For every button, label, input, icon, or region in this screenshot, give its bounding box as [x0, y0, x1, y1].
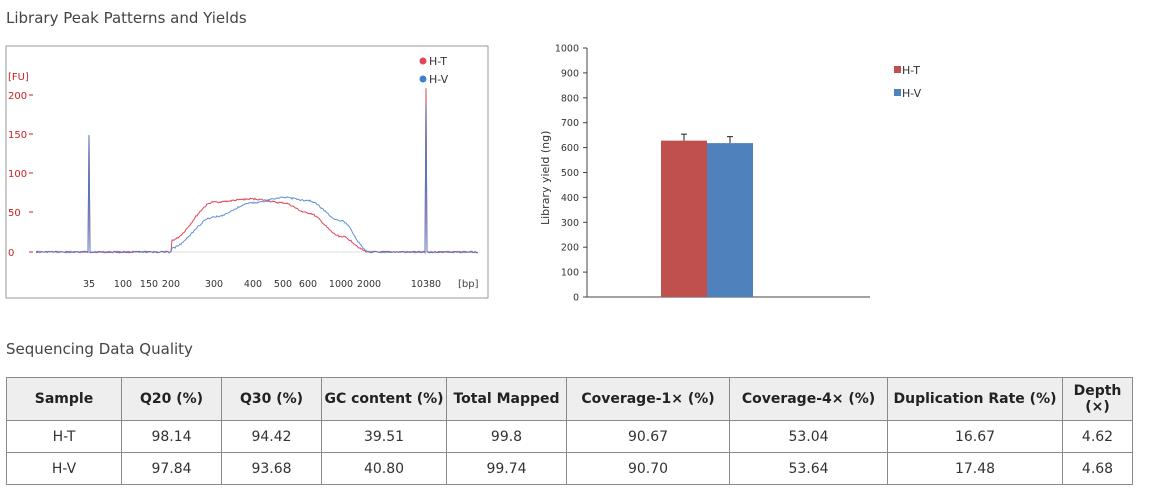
y-tick-label: 150 [8, 130, 27, 141]
legend: H-T H-V [419, 55, 449, 86]
table-row: H-V 97.84 93.68 40.80 99.74 90.70 53.64 … [6, 452, 1133, 485]
library-yield-chart: Library yield (ng) 0 100 200 300 400 500 600 70… [539, 44, 922, 304]
cell: 97.84 [121, 452, 222, 485]
x-tick-label: 10380 [411, 279, 441, 290]
x-tick-label: 2000 [357, 279, 381, 290]
header-depth: Depth (×) [1062, 377, 1133, 421]
header-total-mapped: Total Mapped [446, 377, 567, 421]
header-sample: Sample [6, 377, 122, 421]
header-q20: Q20 (%) [121, 377, 222, 421]
y-tick-label: 600 [561, 143, 579, 154]
cell: 99.74 [446, 452, 567, 485]
table-header-row: Sample Q20 (%) Q30 (%) GC content (%) To… [6, 377, 1133, 421]
header-gc-content: GC content (%) [321, 377, 447, 421]
legend-label-h-t: H-T [902, 64, 920, 77]
cell: H-V [6, 452, 122, 485]
y-tick-label: 1000 [555, 44, 579, 55]
cell: 98.14 [121, 420, 222, 453]
x-tick-label: 100 [114, 279, 132, 290]
cell: 93.68 [221, 452, 322, 485]
y-tick-label: 800 [561, 93, 579, 104]
legend-label-h-v: H-V [902, 87, 922, 100]
cell: 39.51 [321, 420, 447, 453]
cell: 4.62 [1062, 420, 1133, 453]
x-tick-label: 600 [299, 279, 317, 290]
header-coverage-1x: Coverage-1× (%) [566, 377, 730, 421]
quality-section-title: Sequencing Data Quality [6, 340, 193, 358]
header-q30: Q30 (%) [221, 377, 322, 421]
y-tick-label: 300 [561, 218, 579, 229]
y-tick-label: 200 [8, 91, 27, 102]
x-tick-label: 150 [140, 279, 158, 290]
y-axis-label: Library yield (ng) [539, 131, 552, 225]
y-ticks: 0 100 200 300 400 500 600 700 800 900 1000 [555, 44, 587, 304]
table-row: H-T 98.14 94.42 39.51 99.8 90.67 53.04 1… [6, 420, 1133, 453]
y-tick-label: 50 [8, 208, 21, 219]
x-tick-label: 35 [83, 279, 95, 290]
legend-label-h-v: H-V [429, 73, 449, 86]
peak-chart-frame [5, 45, 489, 299]
sequencing-quality-table: Sample Q20 (%) Q30 (%) GC content (%) To… [6, 377, 1133, 485]
legend-swatch-h-t [894, 66, 901, 73]
x-tick-label: 400 [244, 279, 262, 290]
legend-marker-h-v [419, 75, 427, 83]
legend-label-h-t: H-T [429, 55, 447, 68]
cell: 4.68 [1062, 452, 1133, 485]
cell: 40.80 [321, 452, 447, 485]
legend-marker-h-t [419, 57, 427, 65]
x-tick-labels: 35 100 150 200 300 400 500 600 1000 2000 10380 [83, 279, 441, 290]
y-unit-label: [FU] [8, 72, 29, 83]
y-tick-label: 400 [561, 193, 579, 204]
cell: 90.70 [566, 452, 730, 485]
y-tick-labels: 200 150 100 50 0 [8, 91, 33, 259]
y-tick-label: 200 [561, 243, 579, 254]
x-unit-label: [bp] [458, 279, 479, 290]
cell: 53.64 [729, 452, 888, 485]
bar-h-t [661, 140, 707, 297]
cell: H-T [6, 420, 122, 453]
cell: 17.48 [887, 452, 1063, 485]
x-tick-label: 200 [162, 279, 180, 290]
y-tick-label: 100 [8, 169, 27, 180]
cell: 99.8 [446, 420, 567, 453]
x-tick-label: 500 [274, 279, 292, 290]
x-tick-label: 1000 [329, 279, 353, 290]
header-coverage-4x: Coverage-4× (%) [729, 377, 888, 421]
bars [661, 133, 753, 297]
y-tick-label: 700 [561, 118, 579, 129]
y-tick-label: 500 [561, 168, 579, 179]
header-duplication-rate: Duplication Rate (%) [887, 377, 1063, 421]
y-tick-label: 0 [8, 248, 14, 259]
y-tick-label: 0 [573, 293, 579, 304]
legend: H-T H-V [894, 64, 922, 100]
y-tick-label: 900 [561, 68, 579, 79]
bar-h-v [707, 143, 753, 297]
series-line-h-v [35, 103, 479, 254]
cell: 94.42 [221, 420, 322, 453]
y-tick-label: 100 [561, 268, 579, 279]
peak-section-title: Library Peak Patterns and Yields [6, 9, 247, 27]
cell: 53.04 [729, 420, 888, 453]
cell: 16.67 [887, 420, 1063, 453]
legend-swatch-h-v [894, 89, 901, 96]
x-tick-label: 300 [205, 279, 223, 290]
cell: 90.67 [566, 420, 730, 453]
